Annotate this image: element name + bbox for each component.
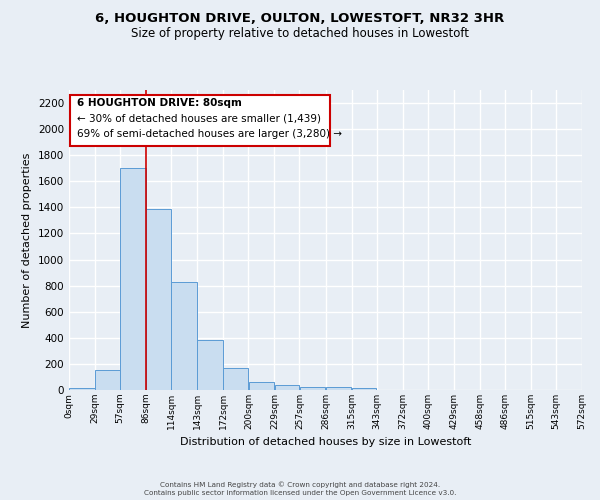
Bar <box>326 386 352 390</box>
Text: 69% of semi-detached houses are larger (3,280) →: 69% of semi-detached houses are larger (… <box>77 129 342 139</box>
Text: Contains HM Land Registry data © Crown copyright and database right 2024.: Contains HM Land Registry data © Crown c… <box>160 481 440 488</box>
Text: 6 HOUGHTON DRIVE: 80sqm: 6 HOUGHTON DRIVE: 80sqm <box>77 98 242 108</box>
Text: 6, HOUGHTON DRIVE, OULTON, LOWESTOFT, NR32 3HR: 6, HOUGHTON DRIVE, OULTON, LOWESTOFT, NR… <box>95 12 505 26</box>
Text: Contains public sector information licensed under the Open Government Licence v3: Contains public sector information licen… <box>144 490 456 496</box>
Bar <box>248 382 274 390</box>
Text: ← 30% of detached houses are smaller (1,439): ← 30% of detached houses are smaller (1,… <box>77 114 321 124</box>
Bar <box>120 168 146 390</box>
Bar <box>299 386 325 390</box>
Bar <box>275 386 299 390</box>
FancyBboxPatch shape <box>70 95 330 146</box>
Bar <box>69 388 95 390</box>
Bar <box>172 282 197 390</box>
Bar <box>197 340 223 390</box>
Bar <box>95 370 120 390</box>
Y-axis label: Number of detached properties: Number of detached properties <box>22 152 32 328</box>
Bar <box>146 208 171 390</box>
Bar <box>223 368 248 390</box>
X-axis label: Distribution of detached houses by size in Lowestoft: Distribution of detached houses by size … <box>180 438 471 448</box>
Bar <box>352 388 376 390</box>
Text: Size of property relative to detached houses in Lowestoft: Size of property relative to detached ho… <box>131 28 469 40</box>
